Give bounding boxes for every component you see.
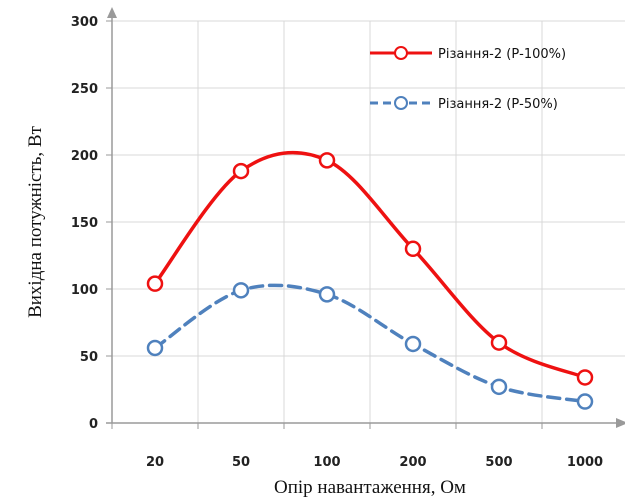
y-tick-label: 0 <box>89 417 98 432</box>
legend-label-series-2: Різання-2 (Р-50%) <box>438 97 558 112</box>
x-tick-labels: 20 50 100 200 500 1000 <box>146 455 603 470</box>
y-tick-label: 250 <box>71 82 98 97</box>
data-point <box>490 378 508 396</box>
legend: Різання-2 (Р-100%) Різання-2 (Р-50%) <box>370 46 566 112</box>
data-point <box>318 286 336 303</box>
axes <box>106 7 625 429</box>
x-tick-label: 1000 <box>567 455 603 470</box>
series-layer <box>146 150 594 410</box>
series-2 <box>146 282 594 410</box>
legend-item-series-1: Різання-2 (Р-100%) <box>370 46 566 62</box>
data-point <box>146 275 164 292</box>
data-point <box>576 369 594 386</box>
x-axis-arrow <box>616 418 625 428</box>
x-tick-label: 200 <box>399 455 426 470</box>
series-1 <box>146 150 594 386</box>
data-point <box>318 152 336 169</box>
legend-label-series-1: Різання-2 (Р-100%) <box>438 47 566 62</box>
y-tick-label: 100 <box>71 283 98 298</box>
x-tick-label: 500 <box>485 455 512 470</box>
y-tick-labels: 0 50 100 150 200 250 300 <box>71 15 98 432</box>
data-point <box>404 240 422 258</box>
data-point <box>232 282 250 299</box>
x-axis-title: Опір навантаження, Ом <box>274 477 466 498</box>
grid-lines <box>112 20 625 423</box>
x-tick-label: 20 <box>146 455 164 470</box>
y-axis-arrow <box>107 7 117 18</box>
y-tick-label: 200 <box>71 149 98 164</box>
data-point <box>146 339 164 357</box>
y-tick-label: 50 <box>80 350 98 365</box>
data-point <box>490 334 508 351</box>
y-tick-label: 300 <box>71 15 98 30</box>
x-tick-label: 50 <box>232 455 250 470</box>
data-point <box>576 393 594 410</box>
y-tick-label: 150 <box>71 216 98 231</box>
legend-item-series-2: Різання-2 (Р-50%) <box>370 96 558 112</box>
x-tick-label: 100 <box>313 455 340 470</box>
y-axis-title: Вихідна потужність, Вт <box>25 125 46 318</box>
data-point <box>404 335 422 353</box>
data-point <box>232 162 250 180</box>
